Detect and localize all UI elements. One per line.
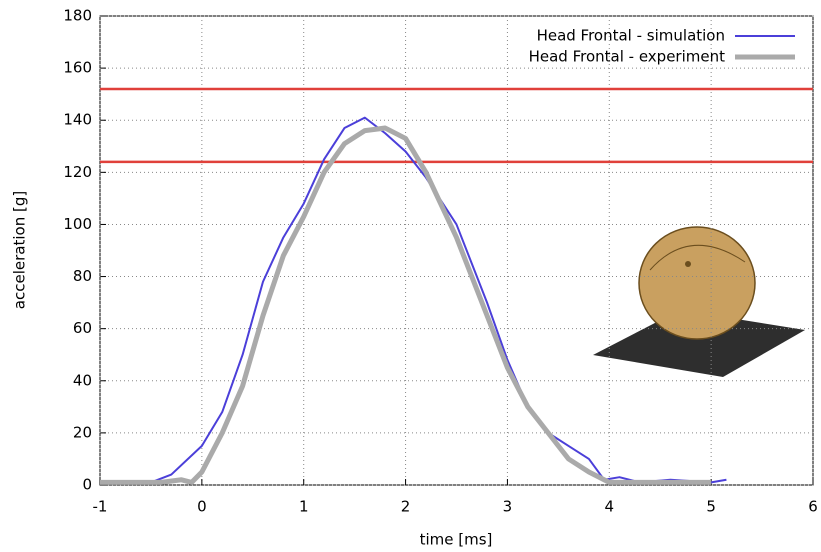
head-illustration <box>593 226 805 377</box>
x-tick-label: -1 <box>93 498 108 516</box>
legend-label: Head Frontal - simulation <box>537 27 725 45</box>
y-tick-label: 60 <box>73 319 92 337</box>
y-axis-label: acceleration [g] <box>11 191 29 309</box>
series-line <box>100 125 712 485</box>
x-tick-label: 5 <box>706 498 716 516</box>
x-axis-label: time [ms] <box>420 531 493 549</box>
ground-plate <box>593 310 805 377</box>
head-dot <box>685 261 691 267</box>
head-shape <box>638 226 756 340</box>
legend-label: Head Frontal - experiment <box>529 48 726 66</box>
x-tick-label: 3 <box>503 498 513 516</box>
y-tick-label: 180 <box>63 7 92 25</box>
x-tick-label: 6 <box>808 498 818 516</box>
y-tick-label: 120 <box>63 163 92 181</box>
x-tick-label: 1 <box>299 498 309 516</box>
head-seam <box>649 244 746 271</box>
x-tick-label: 0 <box>197 498 207 516</box>
y-tick-label: 80 <box>73 267 92 285</box>
y-tick-label: 100 <box>63 215 92 233</box>
x-tick-label: 4 <box>605 498 615 516</box>
series-line <box>100 116 727 484</box>
x-tick-label: 2 <box>401 498 411 516</box>
y-tick-label: 140 <box>63 111 92 129</box>
y-tick-label: 160 <box>63 59 92 77</box>
y-tick-label: 0 <box>82 476 92 494</box>
y-tick-label: 40 <box>73 371 92 389</box>
y-tick-label: 20 <box>73 423 92 441</box>
